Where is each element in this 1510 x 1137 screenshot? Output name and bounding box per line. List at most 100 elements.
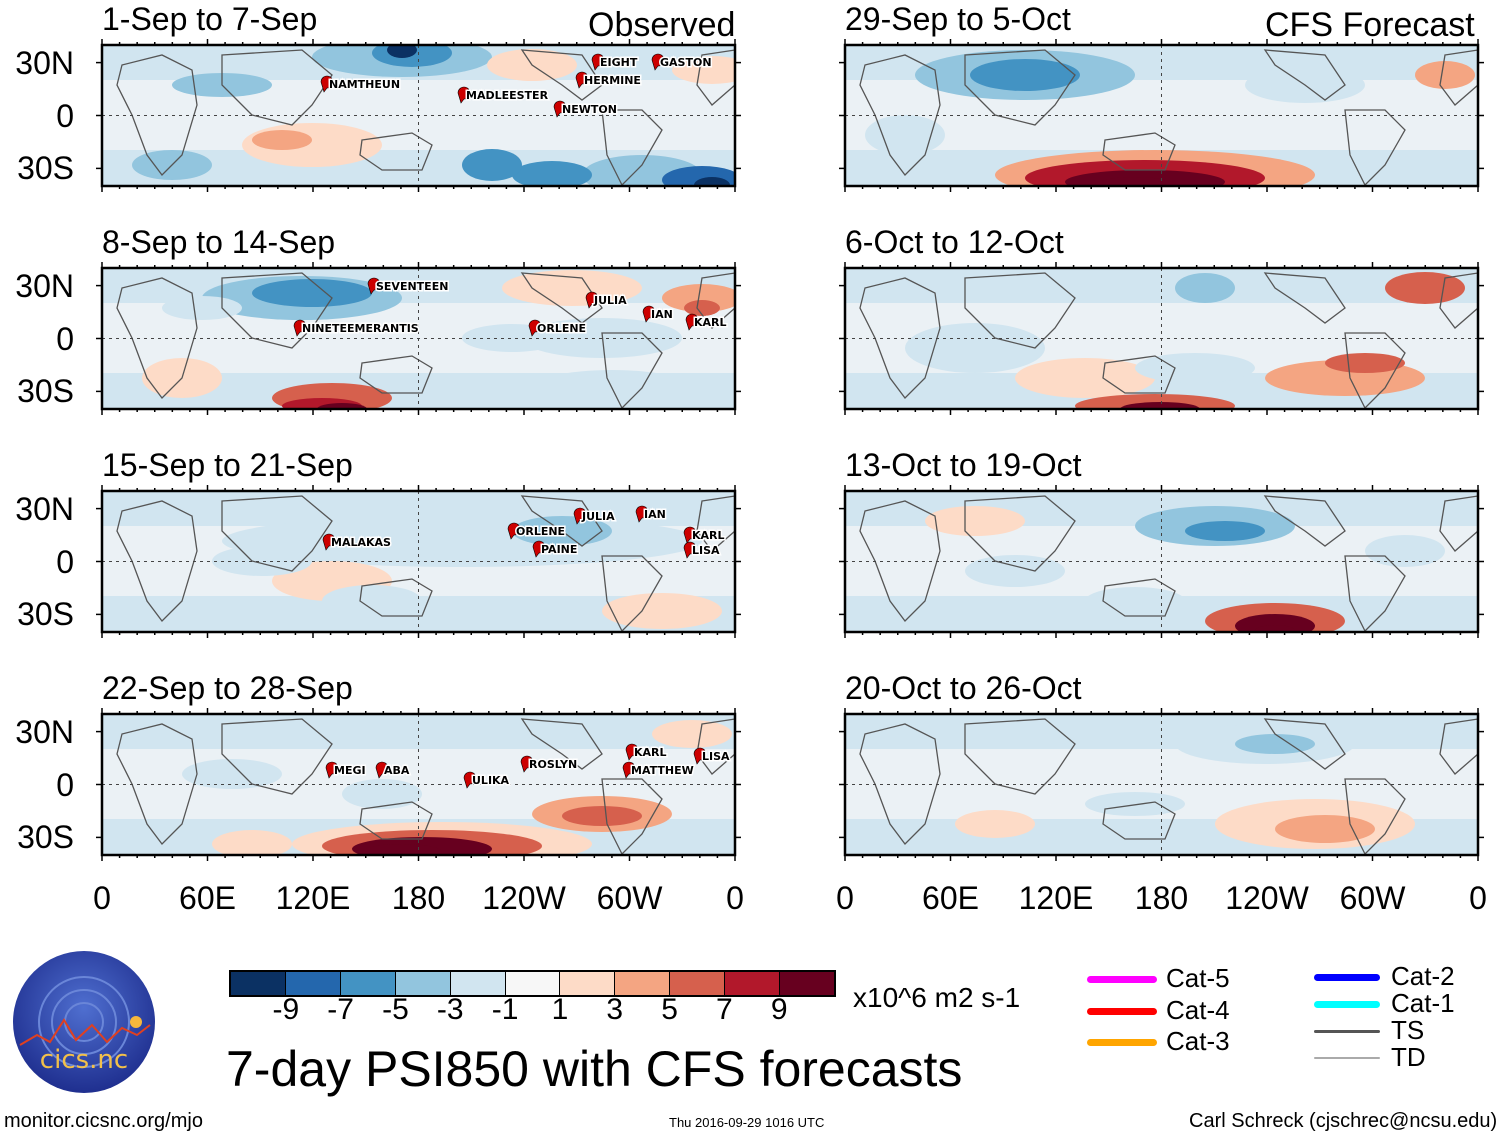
coastline: [1344, 109, 1406, 186]
storm-label: JULIA: [593, 294, 627, 307]
hurricane-icon: [320, 75, 334, 93]
anomaly-contour: [317, 403, 367, 409]
colorbar-swatch: [394, 972, 450, 995]
anomaly-contour: [1235, 614, 1315, 632]
coastline: [1344, 555, 1406, 632]
hurricane-icon: [325, 761, 339, 779]
latitude-label: 0: [56, 543, 74, 580]
timestamp: Thu 2016-09-29 1016 UTC: [669, 1115, 825, 1130]
coastline: [1263, 49, 1346, 101]
storm-label: IAN: [651, 308, 673, 321]
hurricane-icon: [573, 507, 587, 525]
observed-label: Observed: [588, 6, 736, 44]
legend-label: Cat-3: [1166, 1026, 1230, 1056]
storm-label: MADLEESTER: [466, 89, 549, 102]
hurricane-icon: [293, 319, 307, 337]
anomaly-contour: [1095, 177, 1175, 186]
coastline: [696, 495, 735, 552]
coastline: [1344, 778, 1406, 855]
longitude-label: 60E: [179, 880, 236, 916]
anomaly-contour: [512, 161, 592, 186]
hurricane-icon: [642, 305, 656, 323]
anomaly-contour: [462, 149, 522, 181]
storm-label: KARL: [694, 316, 727, 329]
anomaly-contour: [1085, 792, 1185, 816]
observed-map-panel: MEGI ABA ULIKA ROSLYN KARL MATTHEW LISA: [96, 708, 741, 861]
storm-label: GASTON: [660, 56, 712, 69]
storm-label: IAN: [644, 508, 666, 521]
anomaly-contour: [1085, 587, 1185, 615]
hurricane-icon: [591, 53, 605, 71]
colorbar-tick-label: -7: [327, 993, 354, 1026]
legend-label: Cat-1: [1391, 988, 1455, 1018]
hurricane-icon: [457, 86, 471, 104]
anomaly-contour: [1175, 273, 1235, 303]
storm-label: ROSLYN: [529, 758, 577, 771]
storm-label: KARL: [634, 746, 667, 759]
legend-line-cat-2: [1314, 974, 1380, 981]
latitude-label: 0: [56, 320, 74, 357]
colorbar-tick-label: -9: [272, 993, 300, 1026]
cics-logo: cics.nc: [12, 950, 157, 1095]
latitude-label: 30N: [15, 44, 74, 81]
anomaly-contour: [602, 593, 722, 629]
longitude-label: 0: [836, 880, 854, 916]
latitude-label: 30N: [15, 713, 74, 750]
legend-line-cat-1: [1314, 1001, 1380, 1008]
panel-frame: [100, 266, 737, 411]
anomaly-contour: [342, 779, 422, 809]
observed-panel-title: 15-Sep to 21-Sep: [102, 447, 353, 483]
longitude-label: 60W: [596, 880, 663, 916]
forecast-panel-title: 6-Oct to 12-Oct: [845, 224, 1064, 260]
coastline: [601, 109, 663, 186]
longitude-label: 180: [1134, 880, 1189, 916]
coastline: [601, 778, 663, 855]
colorbar-swatch: [284, 972, 340, 995]
storm-label: NAMTHEUN: [329, 78, 400, 91]
source-url[interactable]: monitor.cicsnc.org/mjo: [4, 1110, 203, 1132]
coastline: [696, 49, 735, 106]
storm-label: HERMINE: [584, 74, 641, 87]
coastline: [1263, 495, 1346, 547]
coastline: [1439, 495, 1478, 552]
coastline: [1102, 355, 1176, 394]
coastline: [964, 49, 1076, 126]
observed-panel-title: 22-Sep to 28-Sep: [102, 670, 353, 706]
legend-line-cat-5: [1087, 976, 1157, 983]
longitude-label: 0: [1469, 880, 1487, 916]
colorbar-swatch: [779, 972, 834, 995]
forecast-map-panel: [839, 708, 1484, 861]
latitude-label: 0: [56, 766, 74, 803]
forecast-map-panel: [839, 262, 1484, 415]
storm-label: EIGHT: [600, 56, 638, 69]
coastline: [601, 555, 663, 632]
coastline: [1439, 718, 1478, 775]
colorbar-tick-label: 5: [661, 993, 678, 1026]
anomaly-contour: [332, 505, 472, 537]
anomaly-contour: [362, 844, 442, 855]
hurricane-icon: [685, 313, 699, 331]
observed-panel-title: 8-Sep to 14-Sep: [102, 224, 336, 260]
forecast-panel-title: 29-Sep to 5-Oct: [845, 1, 1071, 37]
hurricane-icon: [635, 505, 649, 523]
storm-label: ORLENE: [537, 322, 586, 335]
longitude-label: 120W: [1225, 880, 1309, 916]
anomaly-contour: [212, 546, 312, 576]
coastline: [1263, 718, 1346, 770]
anomaly-contour: [672, 56, 735, 84]
legend-label: TS: [1391, 1015, 1425, 1045]
forecast-map-panel: [839, 485, 1484, 638]
anomaly-contour: [502, 270, 642, 306]
forecast-panel-title: 20-Oct to 26-Oct: [845, 670, 1082, 706]
panel-frame: [100, 489, 737, 634]
anomaly-contour: [1415, 61, 1475, 89]
colorbar-tick-label: -3: [436, 993, 464, 1026]
longitude-label: 0: [726, 880, 744, 916]
hurricane-icon: [585, 291, 599, 309]
coastline: [221, 49, 333, 126]
anomaly-contour: [1135, 353, 1255, 383]
coastline: [1439, 49, 1478, 106]
anomaly-contour: [905, 323, 1045, 373]
coastline: [116, 723, 198, 845]
latitude-label: 30S: [17, 150, 74, 187]
